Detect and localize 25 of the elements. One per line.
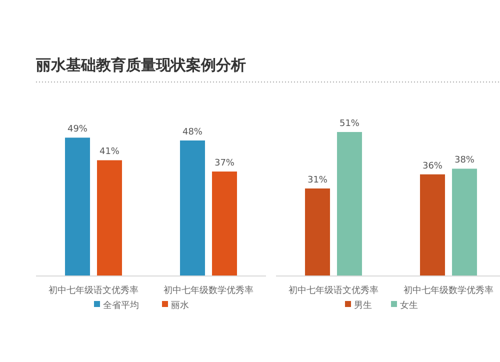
x-tick-label: 初中七年级语文优秀率 xyxy=(48,285,138,296)
bar xyxy=(420,174,445,276)
chart-title: 丽水基础教育质量现状案例分析 xyxy=(35,56,246,74)
legend-label: 女生 xyxy=(400,300,418,311)
bar xyxy=(452,168,477,276)
x-tick-label: 初中七年级语文优秀率 xyxy=(288,285,378,296)
bar xyxy=(212,172,237,276)
bar xyxy=(305,188,330,276)
data-label: 48% xyxy=(182,127,203,138)
x-tick-label: 初中七年级数学优秀率 xyxy=(404,285,494,296)
legend-label: 丽水 xyxy=(171,300,189,311)
bar xyxy=(65,138,90,276)
legend-label: 男生 xyxy=(354,300,372,311)
bar xyxy=(180,140,205,276)
legend-label: 全省平均 xyxy=(103,300,139,311)
x-tick-label: 初中七年级数学优秀率 xyxy=(164,285,254,296)
bar xyxy=(337,132,362,276)
data-label: 41% xyxy=(99,147,120,158)
data-label: 49% xyxy=(67,124,88,135)
bar xyxy=(97,160,122,276)
data-label: 37% xyxy=(214,158,235,169)
data-label: 51% xyxy=(339,119,360,129)
data-label: 38% xyxy=(454,156,475,166)
data-label: 36% xyxy=(422,161,443,172)
data-label: 31% xyxy=(307,175,328,186)
